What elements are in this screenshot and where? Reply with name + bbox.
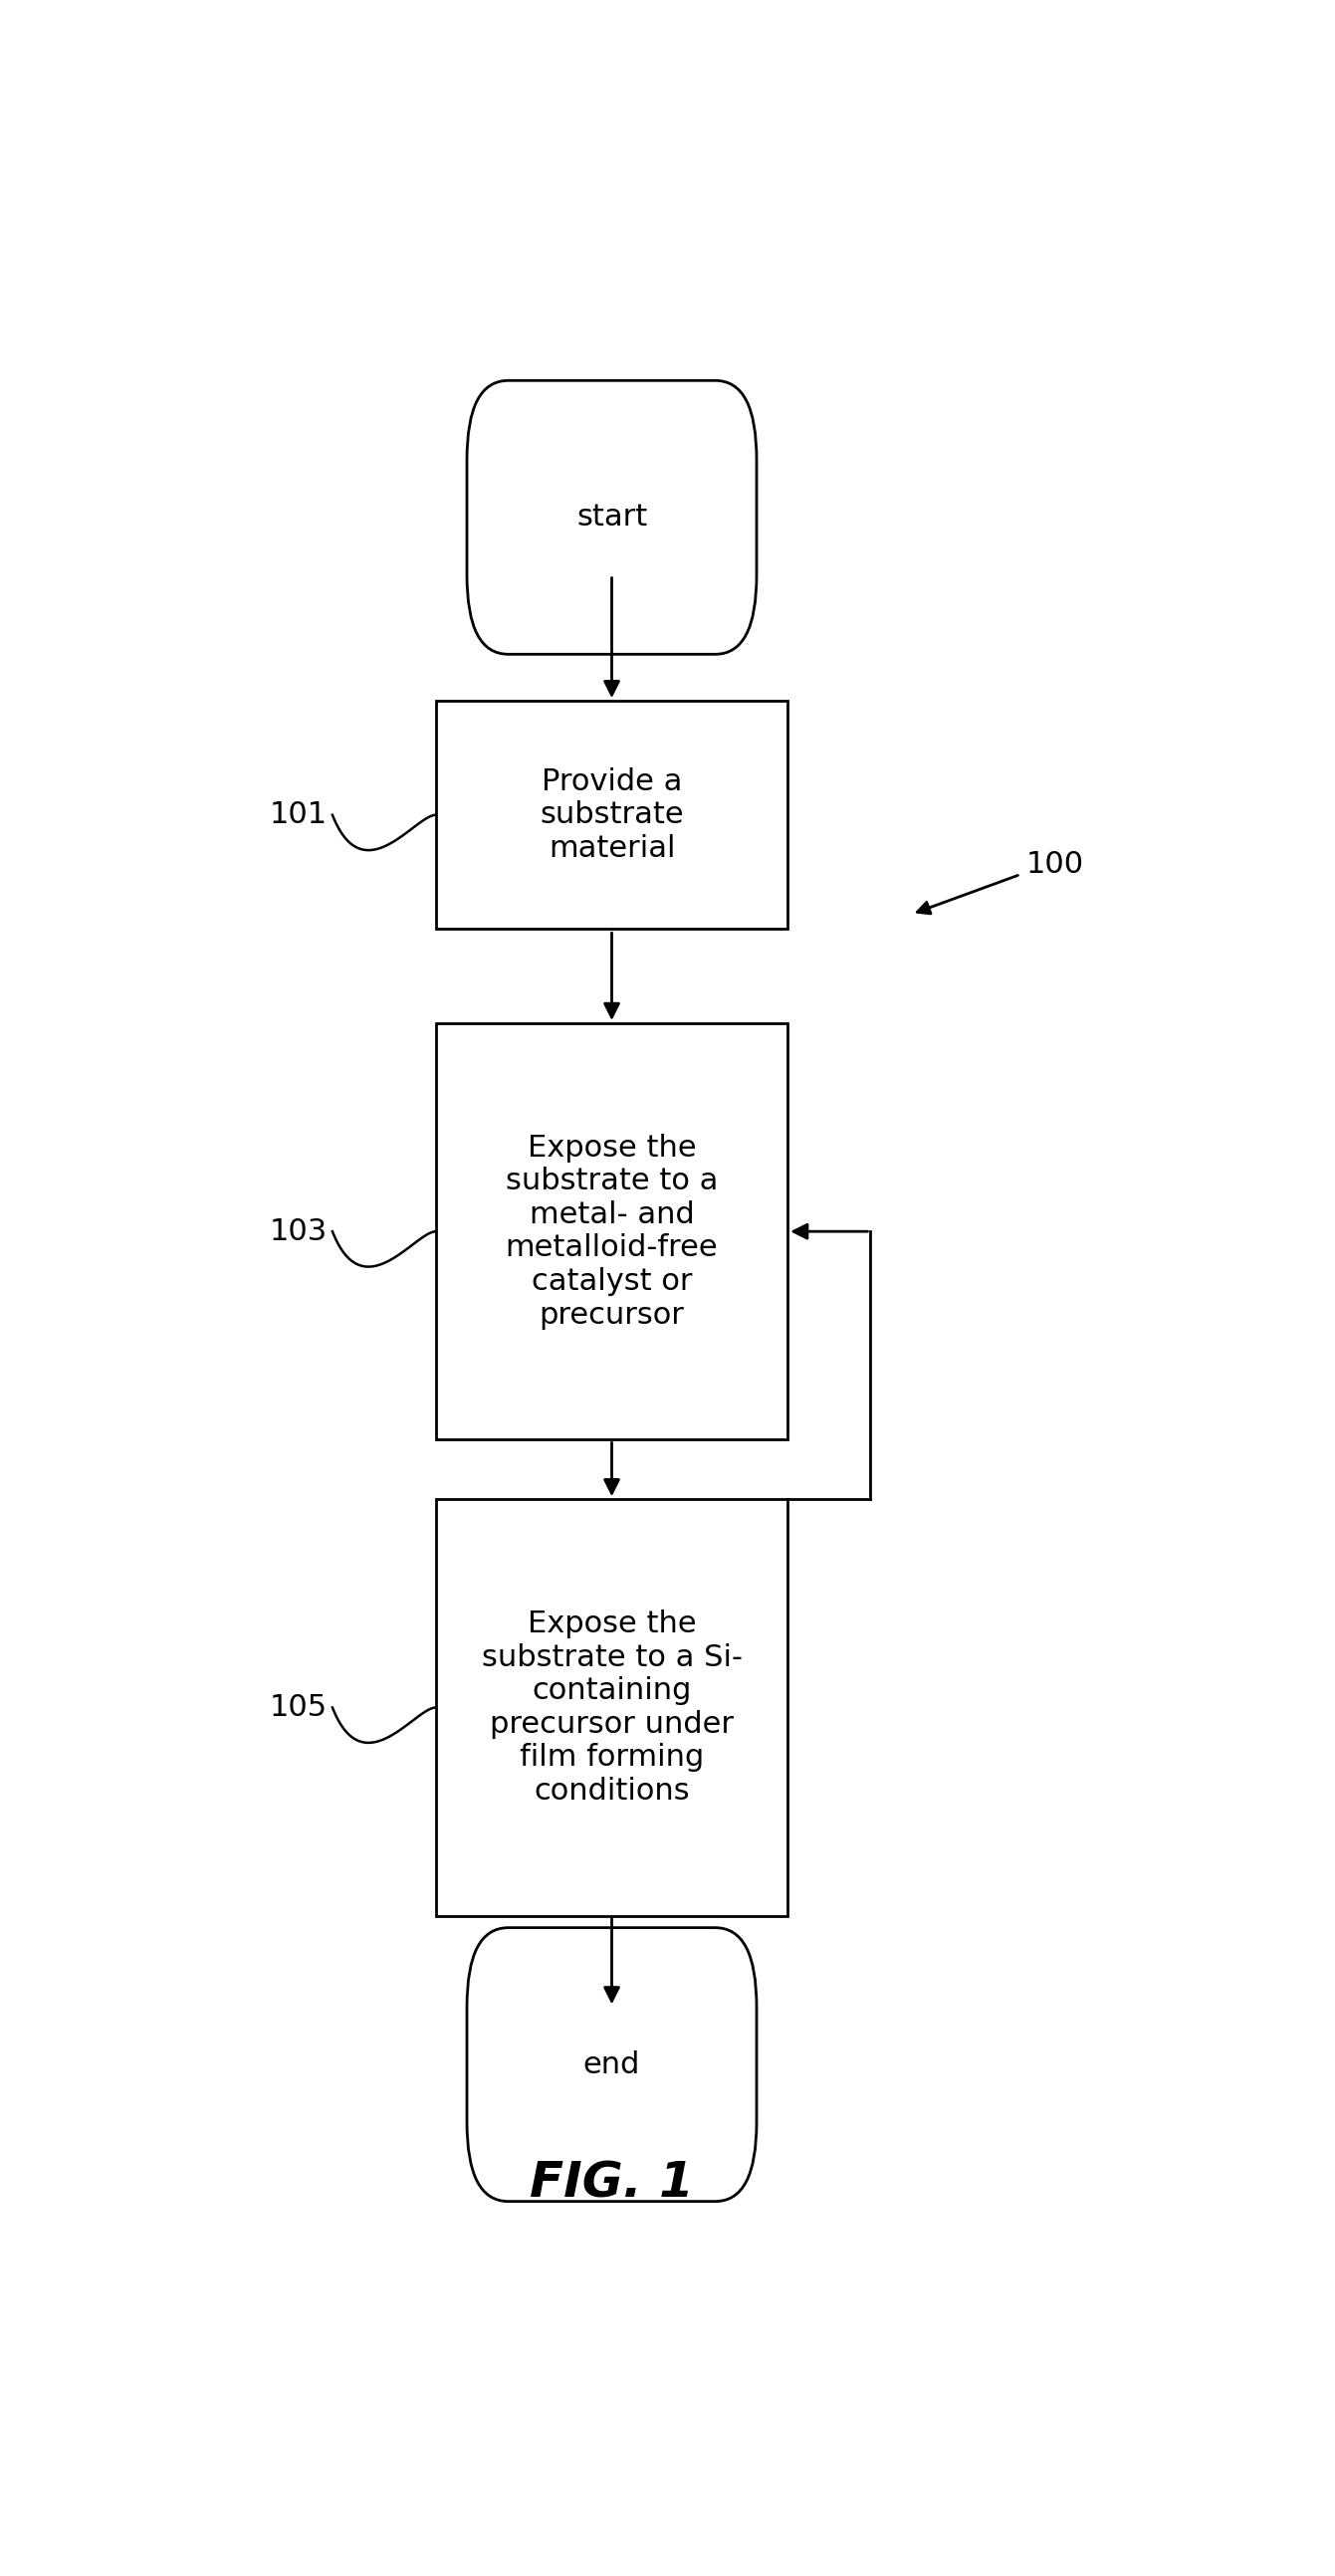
- Text: 105: 105: [270, 1692, 327, 1721]
- Text: 101: 101: [270, 801, 327, 829]
- Bar: [435, 701, 788, 930]
- Text: 103: 103: [270, 1216, 327, 1247]
- Text: 100: 100: [1025, 850, 1084, 878]
- Bar: [435, 1499, 788, 1917]
- Text: FIG. 1: FIG. 1: [530, 2159, 694, 2208]
- Text: Expose the
substrate to a Si-
containing
precursor under
film forming
conditions: Expose the substrate to a Si- containing…: [482, 1610, 742, 1806]
- FancyBboxPatch shape: [467, 381, 757, 654]
- Text: end: end: [583, 2050, 641, 2079]
- Text: Expose the
substrate to a
metal- and
metalloid-free
catalyst or
precursor: Expose the substrate to a metal- and met…: [506, 1133, 718, 1329]
- Text: Provide a
substrate
material: Provide a substrate material: [539, 768, 684, 863]
- Bar: [435, 1023, 788, 1440]
- FancyBboxPatch shape: [467, 1927, 757, 2202]
- Text: start: start: [577, 502, 647, 531]
